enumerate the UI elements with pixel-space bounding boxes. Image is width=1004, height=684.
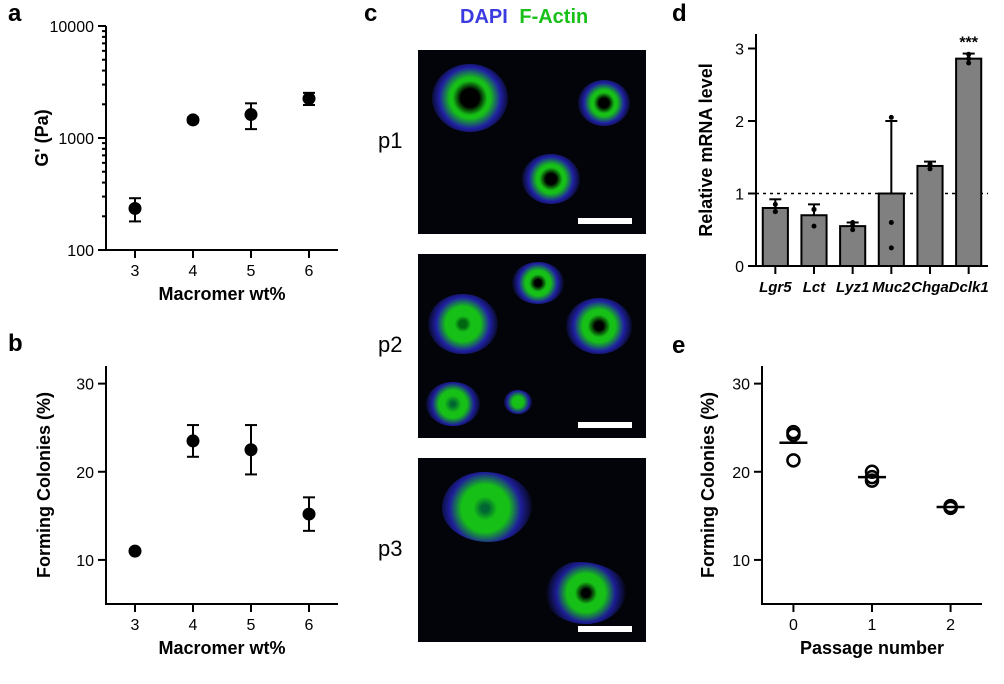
svg-text:2: 2	[946, 617, 955, 634]
svg-text:3: 3	[131, 617, 140, 634]
svg-text:3: 3	[735, 42, 744, 59]
panel-e-label: e	[672, 332, 685, 360]
svg-text:30: 30	[732, 377, 750, 394]
chart-a: 100 1000 10000 3 4 5 6 Macromer wt% G' (Pa)	[30, 14, 350, 308]
panel-c-label: c	[364, 0, 377, 28]
svg-text:0: 0	[735, 259, 744, 276]
p3-label: p3	[378, 536, 402, 562]
svg-text:0: 0	[789, 617, 798, 634]
svg-text:Lyz1: Lyz1	[836, 279, 869, 296]
panel-a-label: a	[8, 0, 21, 28]
svg-text:10: 10	[732, 553, 750, 570]
chart-b: 10 20 30 3 4 5 6 Macromer wt% Forming Colonies (…	[30, 350, 350, 662]
svg-text:1: 1	[735, 187, 744, 204]
dapi-legend: DAPI	[460, 6, 508, 28]
svg-text:1: 1	[868, 617, 877, 634]
panel-d-label: d	[672, 0, 687, 28]
svg-text:G' (Pa): G' (Pa)	[32, 109, 52, 166]
chart-e: 10 20 30 0 1 2Passage number Forming Colonies …	[696, 350, 994, 662]
svg-text:6: 6	[305, 263, 314, 280]
svg-text:3: 3	[131, 263, 140, 280]
svg-text:20: 20	[76, 465, 94, 482]
svg-text:2: 2	[735, 114, 744, 131]
svg-text:Passage number: Passage number	[800, 638, 944, 658]
micrograph-p3	[418, 458, 646, 642]
svg-text:Forming Colonies (%): Forming Colonies (%)	[698, 392, 718, 578]
micrograph-p1	[418, 50, 646, 234]
scalebar	[578, 422, 632, 428]
svg-text:***: ***	[959, 35, 978, 52]
scalebar	[578, 218, 632, 224]
svg-text:6: 6	[305, 617, 314, 634]
svg-text:5: 5	[247, 617, 256, 634]
panel-b-label: b	[8, 330, 23, 358]
svg-text:Lgr5: Lgr5	[759, 279, 792, 296]
svg-text:30: 30	[76, 377, 94, 394]
svg-text:Muc2: Muc2	[872, 279, 911, 296]
panel-c-legend: DAPI F-Actin	[460, 6, 588, 29]
svg-text:Lct: Lct	[803, 279, 827, 296]
p2-label: p2	[378, 332, 402, 358]
svg-text:4: 4	[189, 263, 198, 280]
svg-text:Relative mRNA level: Relative mRNA level	[696, 63, 716, 236]
actin-legend: F-Actin	[519, 6, 588, 28]
svg-text:Macromer wt%: Macromer wt%	[158, 638, 285, 658]
scalebar	[578, 626, 632, 632]
svg-text:Macromer wt%: Macromer wt%	[158, 284, 285, 304]
svg-text:1000: 1000	[58, 131, 94, 148]
p1-label: p1	[378, 128, 402, 154]
chart-d: 0 1 2 3 Lgr5 Lct Lyz1Muc2ChgaDclk1 *** Relative …	[696, 14, 994, 314]
svg-text:Forming Colonies (%): Forming Colonies (%)	[34, 392, 54, 578]
svg-text:4: 4	[189, 617, 198, 634]
svg-text:10000: 10000	[50, 19, 95, 36]
svg-text:20: 20	[732, 465, 750, 482]
svg-text:5: 5	[247, 263, 256, 280]
svg-text:10: 10	[76, 553, 94, 570]
svg-text:Dclk1: Dclk1	[949, 279, 989, 296]
svg-text:Chga: Chga	[911, 279, 949, 296]
svg-text:100: 100	[67, 243, 94, 260]
micrograph-p2	[418, 254, 646, 438]
